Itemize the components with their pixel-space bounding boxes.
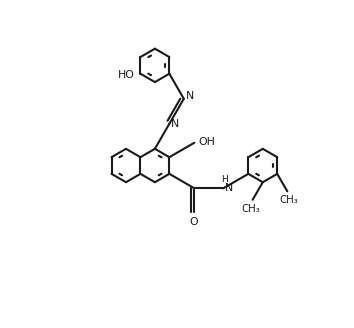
Text: CH₃: CH₃: [280, 195, 298, 205]
Text: N: N: [186, 91, 194, 101]
Text: O: O: [189, 217, 198, 227]
Text: N: N: [171, 119, 179, 130]
Text: HO: HO: [118, 71, 134, 80]
Text: N: N: [225, 183, 233, 193]
Text: OH: OH: [199, 137, 215, 147]
Text: H: H: [222, 175, 228, 184]
Text: CH₃: CH₃: [241, 204, 260, 214]
